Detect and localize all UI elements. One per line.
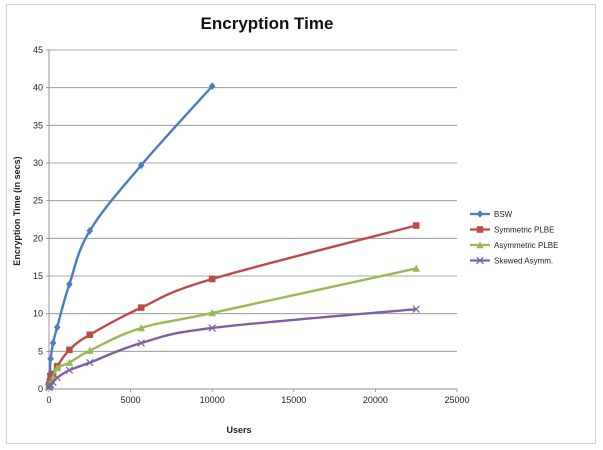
data-point-marker	[86, 346, 94, 354]
x-axis-title: Users	[226, 425, 251, 435]
y-tick-label: 25	[33, 196, 43, 206]
legend-label: Asymmetric PLBE	[494, 241, 558, 250]
data-point-marker	[208, 82, 216, 91]
legend-item: BSW	[470, 210, 513, 219]
data-point-marker	[137, 304, 145, 311]
x-tick-label: 0	[46, 395, 51, 405]
series-bsw	[45, 82, 216, 390]
y-tick-label: 40	[33, 83, 43, 93]
data-point-marker	[47, 354, 54, 363]
y-tick-label: 5	[38, 346, 43, 356]
encryption-time-chart: Encryption Time 0 5 10 15 20 25 30 35 40 45 0 5000 1…	[12, 14, 558, 435]
y-tick-label: 45	[33, 45, 43, 55]
legend-item: Skewed Asymm.	[470, 257, 553, 266]
y-tick-label: 0	[38, 384, 43, 394]
legend-item: Symmetric PLBE	[470, 226, 554, 235]
x-tick-label: 20000	[363, 395, 388, 405]
legend-label: BSW	[494, 210, 513, 219]
data-point-marker	[137, 161, 145, 170]
legend: BSW Symmetric PLBE Asymmetric PLBE Skewed A…	[470, 210, 558, 266]
series-symmetric-plbe	[45, 222, 420, 389]
data-point-marker	[86, 358, 94, 367]
y-tick-label: 30	[33, 158, 43, 168]
legend-marker	[476, 256, 484, 265]
y-tick-label: 35	[33, 120, 43, 130]
chart-frame: Encryption Time 0 5 10 15 20 25 30 35 40 45 0 5000 1…	[6, 4, 596, 444]
data-point-marker	[65, 366, 74, 374]
gridlines	[49, 49, 457, 352]
data-point-marker	[208, 275, 216, 283]
y-axis-title: Encryption Time (in secs)	[12, 156, 22, 265]
x-tick-label: 5000	[121, 395, 141, 405]
x-tick-label: 25000	[444, 395, 469, 405]
y-tick-label: 15	[33, 271, 43, 281]
data-point-marker	[137, 339, 145, 347]
data-point-marker	[412, 222, 420, 229]
series-line	[47, 224, 417, 386]
data-point-marker	[412, 264, 420, 272]
data-point-marker	[53, 323, 61, 332]
data-point-marker	[49, 339, 57, 347]
data-point-marker	[66, 346, 73, 354]
chart-title: Encryption Time	[201, 14, 334, 33]
x-tick-label: 10000	[200, 395, 225, 405]
legend-marker	[476, 226, 484, 233]
legend-item: Asymmetric PLBE	[470, 241, 558, 250]
data-point-marker	[53, 364, 61, 372]
legend-label: Skewed Asymm.	[494, 257, 553, 266]
data-point-marker	[86, 226, 94, 235]
data-point-marker	[208, 309, 216, 317]
data-point-marker	[137, 324, 146, 332]
data-point-marker	[412, 305, 420, 313]
x-tick-label: 15000	[281, 395, 306, 405]
legend-marker	[476, 210, 484, 218]
legend-label: Symmetric PLBE	[494, 226, 554, 235]
data-point-marker	[66, 280, 73, 289]
legend-marker	[476, 241, 484, 249]
series-skewed-asymm	[45, 305, 420, 392]
series-line	[47, 85, 214, 386]
data-point-marker	[65, 358, 74, 366]
data-point-marker	[208, 324, 216, 332]
axes: 0 5 10 15 20 25 30 35 40 45 0 5000 10000 15000 20000 25…	[33, 45, 470, 405]
series-lines	[45, 82, 420, 392]
data-point-marker	[53, 373, 61, 382]
y-tick-label: 20	[33, 233, 43, 243]
series-line	[47, 307, 417, 389]
data-point-marker	[86, 331, 94, 339]
y-tick-label: 10	[33, 309, 43, 319]
